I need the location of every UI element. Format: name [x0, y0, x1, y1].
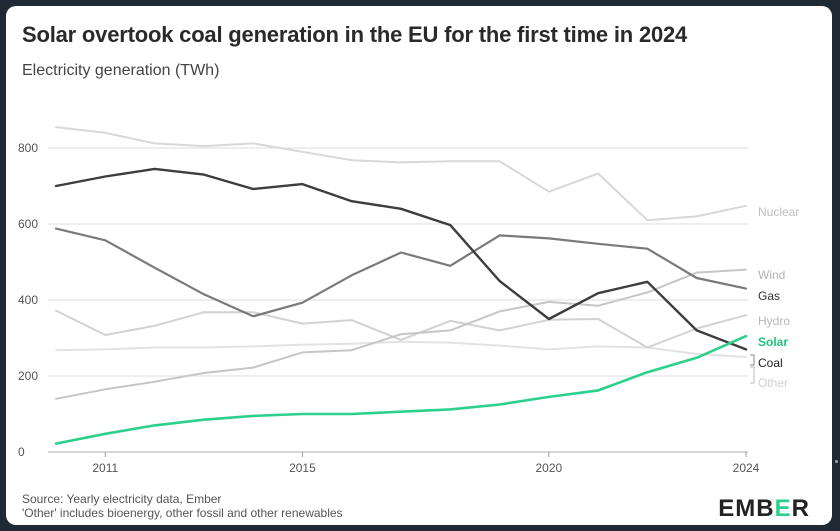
- chart-subtitle: Electricity generation (TWh): [22, 62, 220, 79]
- coal-label-connector: [750, 354, 755, 366]
- series-label-coal: Coal: [758, 356, 783, 370]
- other-label-connector: [750, 366, 755, 384]
- x-tick-label: 2015: [289, 461, 316, 475]
- other-definition-line: 'Other' includes bioenergy, other fossil…: [22, 506, 343, 520]
- y-tick-label: 600: [18, 217, 38, 231]
- chart-card: Solar overtook coal generation in the EU…: [6, 6, 832, 525]
- y-tick-label: 400: [18, 293, 38, 307]
- series-label-other: Other: [758, 376, 788, 390]
- x-tick-label: 2011: [92, 461, 118, 475]
- axes: 0 200 400 600 800 2011 2015 2020 2024: [18, 141, 760, 475]
- logo-text-end: R: [791, 495, 810, 522]
- logo-text-start: EMB: [718, 495, 775, 522]
- series-labels: Nuclear Other Hydro Wind Gas Coal Solar: [750, 205, 799, 390]
- source-note: Source: Yearly electricity data, Ember '…: [22, 492, 343, 520]
- y-tick-label: 0: [18, 445, 25, 459]
- series-line-hydro: [55, 309, 747, 349]
- y-tick-label: 800: [18, 141, 38, 155]
- scroll-indicator: [835, 460, 838, 463]
- series-line-wind: [55, 268, 747, 400]
- series-label-solar: Solar: [758, 335, 788, 349]
- logo-accent-letter: E: [774, 495, 792, 522]
- source-line: Source: Yearly electricity data, Ember: [22, 492, 222, 506]
- y-tick-label: 200: [18, 369, 38, 383]
- gridlines: [48, 147, 748, 453]
- series-label-gas: Gas: [758, 289, 780, 303]
- series-line-solar: [54, 334, 748, 445]
- ember-logo: EMBER: [718, 495, 810, 523]
- series-line-nuclear: [55, 126, 747, 222]
- series-line-coal: [54, 167, 748, 351]
- chart-title: Solar overtook coal generation in the EU…: [22, 22, 688, 47]
- line-chart: 0 200 400 600 800 2011 2015 2020 2024 Nuclear Oth…: [18, 126, 799, 475]
- series-label-hydro: Hydro: [758, 314, 790, 328]
- series-label-wind: Wind: [758, 268, 785, 282]
- x-tick-label: 2020: [536, 461, 563, 475]
- series-line-other: [55, 340, 747, 358]
- series-line-gas: [54, 227, 748, 318]
- series-label-nuclear: Nuclear: [758, 205, 799, 219]
- series-lines: [54, 126, 748, 445]
- x-tick-label: 2024: [733, 461, 760, 475]
